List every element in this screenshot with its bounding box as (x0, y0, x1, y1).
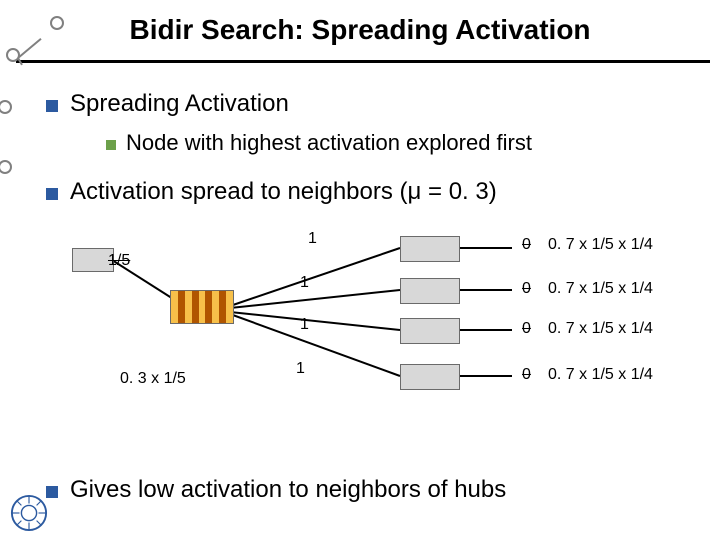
activation-diagram: 1/5 1 1 1 1 0. 3 x 1/5 0 0. 7 x 1/5 x 1/… (0, 228, 720, 448)
page-title: Bidir Search: Spreading Activation (129, 14, 590, 45)
bullet-text: Node with highest activation explored fi… (126, 130, 532, 155)
deco-circle (0, 100, 12, 114)
neighbor-node (400, 278, 460, 304)
bullet-item: Spreading Activation (46, 90, 289, 118)
square-bullet-icon (106, 140, 116, 150)
bullet-text: Activation spread to neighbors (μ = 0. 3… (70, 178, 497, 205)
right-expression: 0. 7 x 1/5 x 1/4 (548, 236, 653, 254)
deco-circle (0, 160, 12, 174)
right-struck: 0 (522, 236, 531, 254)
branch-label: 1 (300, 316, 309, 334)
square-bullet-icon (46, 100, 58, 112)
institution-logo (10, 494, 48, 532)
right-expression: 0. 7 x 1/5 x 1/4 (548, 280, 653, 298)
deco-circle (50, 16, 64, 30)
neighbor-node (400, 364, 460, 390)
bullet-item: Gives low activation to neighbors of hub… (46, 476, 506, 504)
title-underline (16, 60, 710, 63)
right-struck: 0 (522, 280, 531, 298)
bullet-text: Gives low activation to neighbors of hub… (70, 476, 506, 503)
bullet-sub-item: Node with highest activation explored fi… (106, 130, 532, 156)
branch-label: 1 (300, 274, 309, 292)
hub-outgoing-label: 0. 3 x 1/5 (120, 370, 186, 388)
right-struck: 0 (522, 366, 531, 384)
square-bullet-icon (46, 188, 58, 200)
source-label-struck: 1/5 (108, 252, 130, 270)
right-expression: 0. 7 x 1/5 x 1/4 (548, 366, 653, 384)
branch-label: 1 (296, 360, 305, 378)
neighbor-node (400, 236, 460, 262)
bullet-item: Activation spread to neighbors (μ = 0. 3… (46, 178, 497, 206)
bullet-text: Spreading Activation (70, 90, 289, 117)
neighbor-node (400, 318, 460, 344)
branch-label: 1 (308, 230, 317, 248)
hub-node (170, 290, 234, 324)
right-expression: 0. 7 x 1/5 x 1/4 (548, 320, 653, 338)
right-struck: 0 (522, 320, 531, 338)
